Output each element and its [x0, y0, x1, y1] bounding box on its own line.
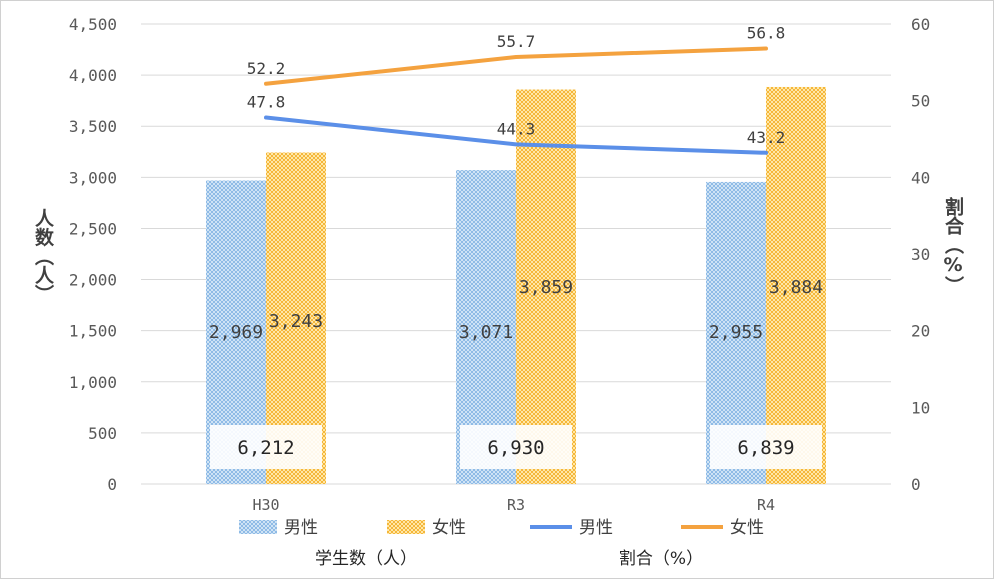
line-data-labels: 47.8 44.3 43.2 52.2 55.7 56.8 — [247, 24, 786, 147]
total-label: 6,212 — [237, 437, 294, 459]
y2-tick-label: 20 — [911, 322, 930, 341]
y2-tick-label: 50 — [911, 92, 930, 111]
line-value-label: 52.2 — [247, 59, 286, 78]
axis-titles: 人数（人） 割合（%） — [32, 196, 964, 304]
line-value-label: 55.7 — [497, 32, 536, 51]
legend-label: 女性 — [432, 518, 466, 538]
total-box — [210, 425, 322, 469]
bar-data-labels: 2,969 3,071 2,955 3,243 3,859 3,884 — [209, 277, 823, 343]
bar-value-label: 2,969 — [209, 322, 263, 343]
line-value-label: 47.8 — [247, 93, 286, 112]
line-value-label: 43.2 — [747, 128, 786, 147]
line-male — [264, 115, 768, 155]
bar-value-label: 2,955 — [709, 322, 763, 343]
y-tick-label: 2,500 — [69, 219, 117, 238]
legend-label: 男性 — [579, 518, 613, 538]
total-label: 6,930 — [487, 437, 544, 459]
x-axis-categories: H30 R3 R4 — [252, 496, 775, 514]
bar-female — [516, 89, 576, 484]
y2-tick-label: 60 — [911, 15, 930, 34]
line-female — [264, 46, 768, 86]
y-tick-label: 3,000 — [69, 168, 117, 187]
y-tick-label: 1,000 — [69, 373, 117, 392]
x-category-label: H30 — [252, 496, 279, 514]
y2-axis-title: 割合（%） — [942, 196, 964, 295]
y-tick-label: 3,500 — [69, 117, 117, 136]
y-tick-label: 500 — [88, 424, 117, 443]
y-tick-label: 4,500 — [69, 15, 117, 34]
legend-group-label: 学生数（人） — [315, 549, 417, 569]
legend-label: 男性 — [284, 518, 318, 538]
bar-value-label: 3,071 — [459, 322, 513, 343]
y-tick-label: 2,000 — [69, 271, 117, 290]
total-box — [460, 425, 572, 469]
y2-tick-label: 30 — [911, 245, 930, 264]
line-value-label: 44.3 — [497, 119, 536, 138]
y2-axis-ticks: 0 10 20 30 40 50 60 — [911, 15, 930, 494]
bars — [206, 86, 826, 485]
legend-label: 女性 — [730, 518, 764, 538]
y-axis-title: 人数（人） — [32, 208, 54, 303]
y2-tick-label: 40 — [911, 168, 930, 187]
y-axis-ticks: 0 500 1,000 1,500 2,000 2,500 3,000 3,500 4,000 4… — [69, 15, 117, 494]
legend-swatch-male-bar — [239, 520, 277, 534]
y2-tick-label: 0 — [911, 475, 921, 494]
y-tick-label: 0 — [107, 475, 117, 494]
total-labels: 6,212 6,930 6,839 — [210, 425, 822, 469]
line-value-label: 56.8 — [747, 24, 786, 43]
y-tick-label: 1,500 — [69, 322, 117, 341]
y-tick-label: 4,000 — [69, 66, 117, 85]
lines — [264, 46, 768, 155]
x-category-label: R4 — [757, 496, 775, 514]
bar-value-label: 3,243 — [269, 311, 323, 332]
total-box — [710, 425, 822, 469]
y2-tick-label: 10 — [911, 398, 930, 417]
bar-value-label: 3,884 — [769, 277, 823, 298]
x-category-label: R3 — [507, 496, 525, 514]
legend-group-label: 割合（%） — [619, 549, 703, 569]
bar-value-label: 3,859 — [519, 277, 573, 298]
legend-swatch-female-bar — [387, 520, 425, 534]
bar-female — [766, 86, 826, 485]
total-label: 6,839 — [737, 437, 794, 459]
